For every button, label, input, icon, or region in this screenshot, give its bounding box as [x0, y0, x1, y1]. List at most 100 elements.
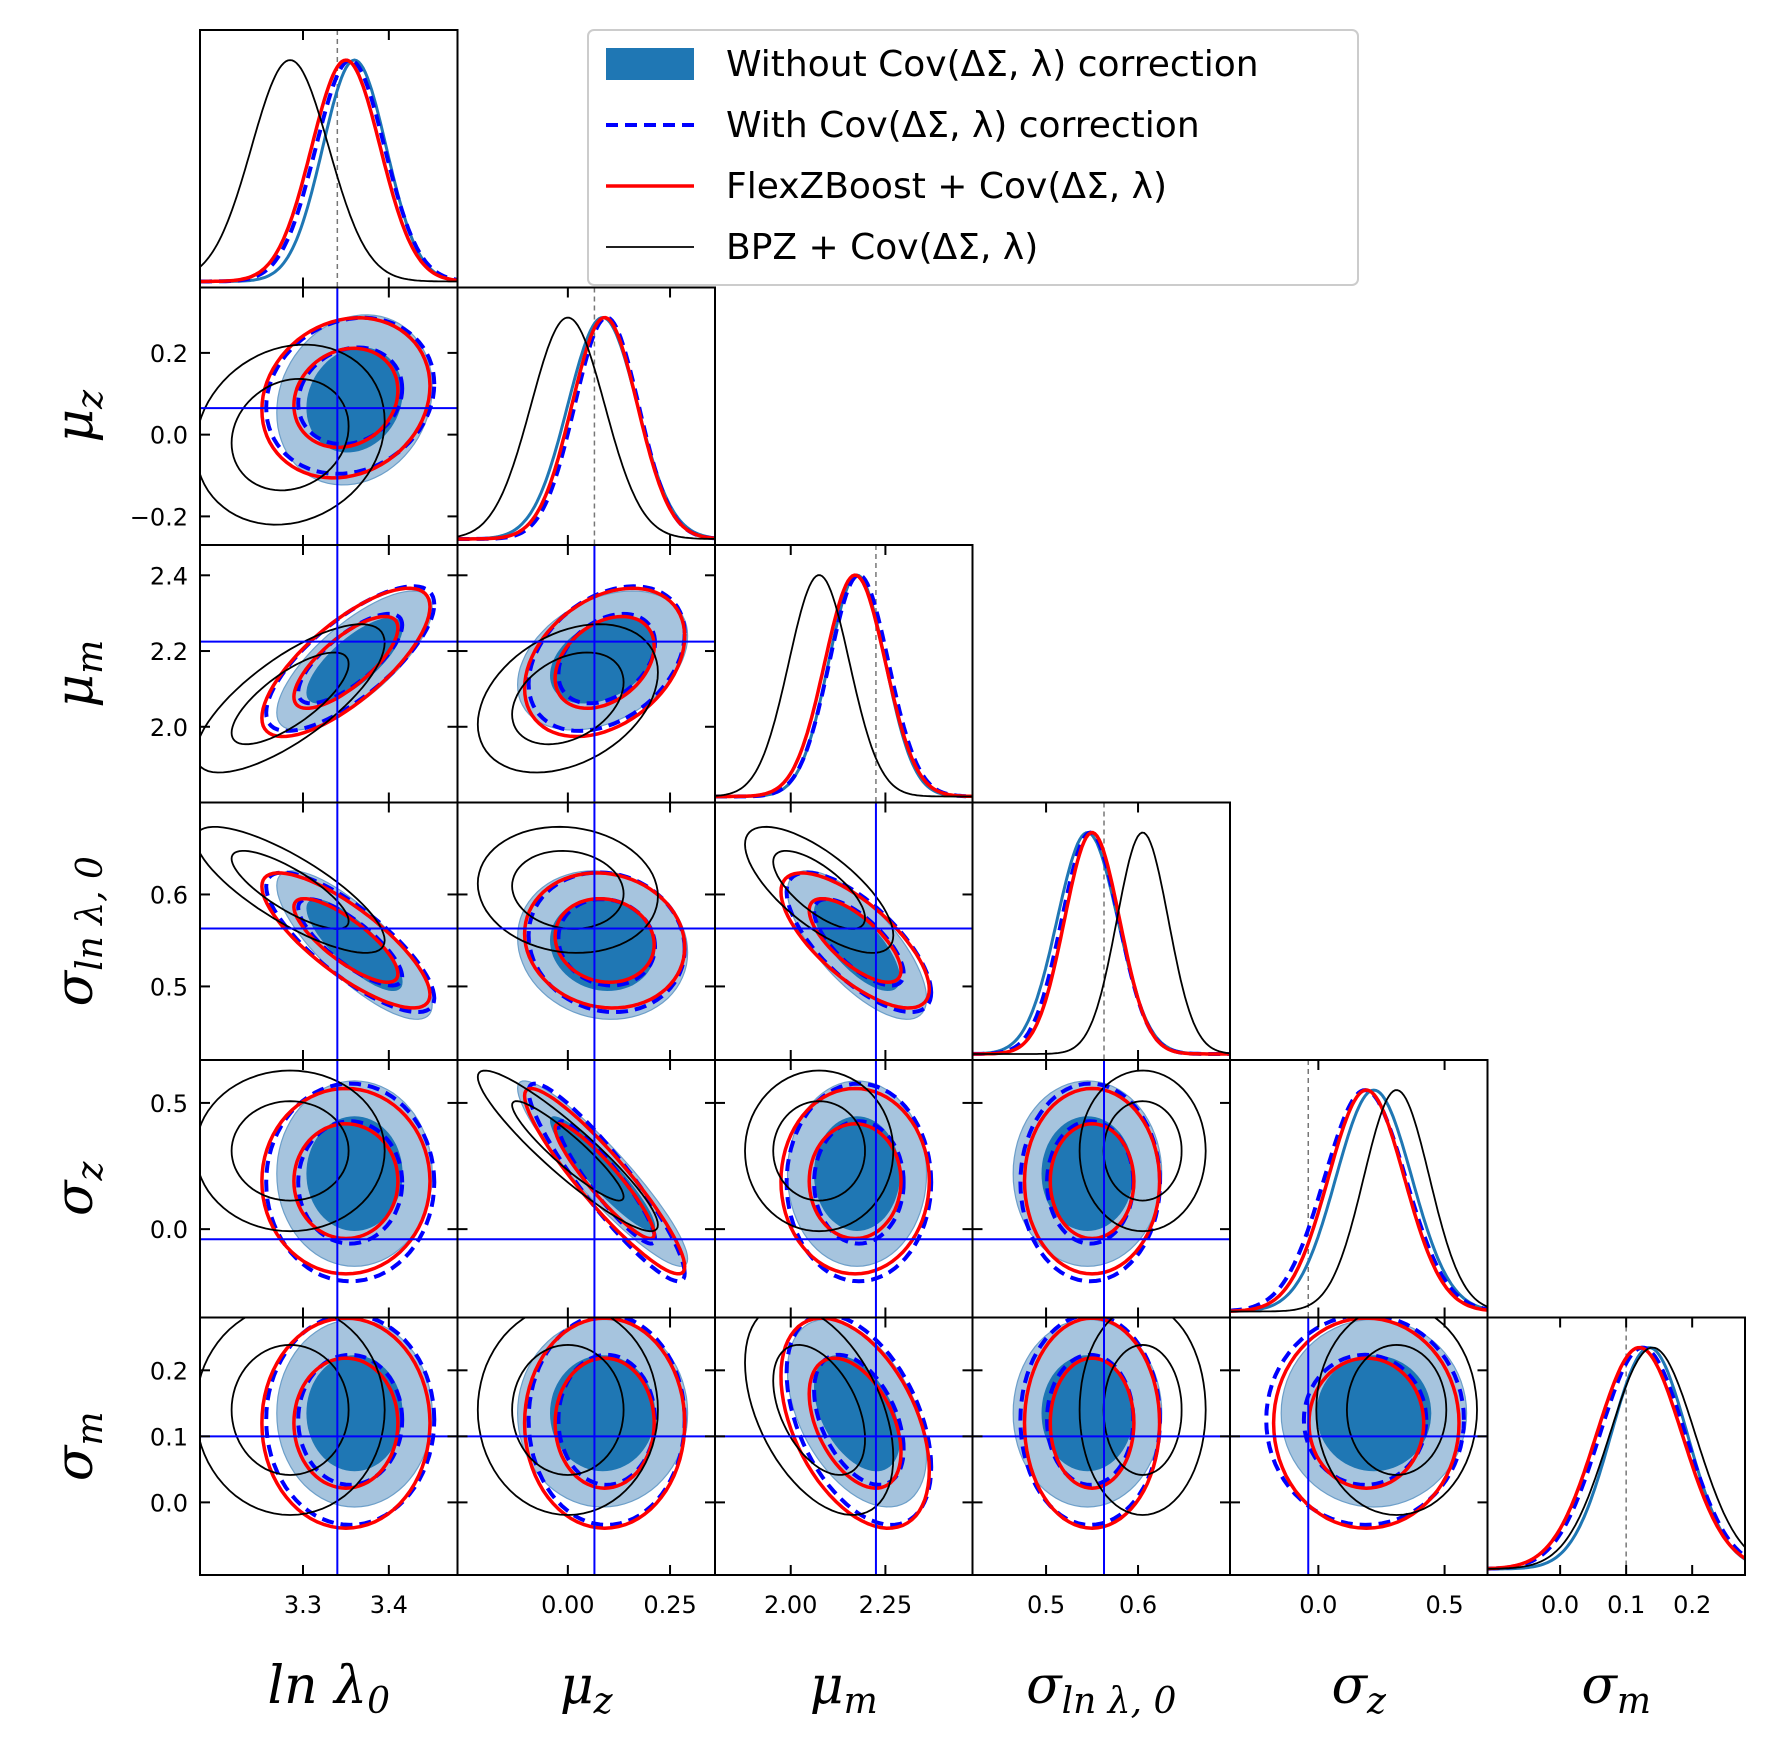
- panel-frame: [1486, 1316, 1746, 1576]
- y-axis-title-mum: μm: [45, 640, 111, 708]
- y-tick-label: 0.0: [150, 422, 188, 450]
- panel-mum-sigz: [714, 1059, 974, 1319]
- legend-box: [587, 29, 1359, 286]
- contour95-sig-sigz-series-2: [1022, 1086, 1162, 1276]
- contour68-sigz-sigm-series-3: [1345, 1343, 1448, 1476]
- marginal-lnlam-series-2: [200, 58, 458, 284]
- contour68-lnlam-sig-series-0: [306, 899, 403, 991]
- panel-mum-sigm: [714, 1316, 974, 1576]
- y-tick-label: 0.2: [150, 340, 188, 368]
- y-tick-label: 0.5: [150, 1090, 188, 1118]
- contour68-mum-sigm-series-1: [812, 1352, 906, 1487]
- contour95-sigz-sigm-series-3: [1315, 1317, 1478, 1516]
- contour95-mum-sigz-series-3: [744, 1069, 895, 1233]
- panel-sig-sig: [971, 801, 1231, 1061]
- contour68-mum-sigm-series-2: [807, 1356, 903, 1490]
- contour95-mum-sigz-series-2: [779, 1086, 932, 1276]
- contour68-lnlam-sigm-series-2: [292, 1356, 400, 1490]
- contour68-muz-sigm-series-0: [550, 1355, 656, 1472]
- contour68-muz-mum-series-0: [550, 617, 656, 704]
- contour68-muz-sigz-series-2: [553, 1122, 656, 1241]
- contour95-muz-sigm-series-2: [522, 1317, 687, 1530]
- contour68-mum-sig-series-3: [772, 850, 866, 930]
- contour68-lnlam-sig-series-2: [292, 896, 400, 984]
- contour68-muz-sigz-series-1: [556, 1119, 658, 1246]
- legend-swatch: [606, 48, 694, 80]
- legend-label: BPZ + Cov(ΔΣ, λ): [726, 227, 1038, 268]
- panel-sigm-sigm: [1486, 1316, 1746, 1576]
- contour68-mum-sigz-series-0: [814, 1116, 900, 1231]
- contour95-sig-sigz-series-3: [1078, 1069, 1207, 1233]
- contour95-lnlam-sigz-series-1: [264, 1081, 437, 1284]
- x-axis-title-sig: σln λ, 0: [1026, 1656, 1176, 1722]
- legend-entry-3: BPZ + Cov(ΔΣ, λ): [606, 227, 1038, 268]
- contour95-mum-sig-series-3: [744, 825, 895, 954]
- contour95-sig-sigm-series-2: [1022, 1317, 1162, 1530]
- x-axis-title-lnlam: ln λ0: [267, 1656, 390, 1722]
- contour68-sig-sigz-series-2: [1048, 1122, 1136, 1241]
- contour68-sigz-sigm-series-1: [1301, 1352, 1429, 1487]
- x-tick-label: 0.6: [1119, 1591, 1157, 1619]
- contour95-lnlam-sigm-series-1: [264, 1317, 437, 1527]
- y-tick-label: 0.6: [150, 881, 188, 909]
- panel-sig-sigz: [971, 1059, 1231, 1319]
- marginal-sig-series-2: [972, 830, 1230, 1056]
- contour68-lnlam-sigz-series-1: [296, 1119, 405, 1246]
- panel-muz-sig: [456, 801, 716, 1061]
- contour68-lnlam-sigz-series-0: [306, 1116, 403, 1231]
- contour95-lnlam-sig-series-2: [260, 871, 432, 1010]
- x-tick-label: 3.4: [370, 1591, 408, 1619]
- contour95-mum-sigm-series-2: [779, 1317, 932, 1530]
- contour95-lnlam-sig-series-1: [264, 870, 437, 1014]
- panel-lnlam-sigm: [199, 1316, 459, 1576]
- marginal-lnlam-series-1: [200, 58, 458, 284]
- y-axis-title-sig: σln λ, 0: [45, 856, 111, 1006]
- x-axis-title-sigz: σz: [1332, 1656, 1388, 1722]
- contour68-sig-sigz-series-0: [1041, 1116, 1134, 1231]
- panel-muz-muz: [456, 286, 716, 546]
- marginal-sigz-series-2: [1230, 1088, 1488, 1313]
- contour68-muz-mum-series-1: [556, 611, 658, 706]
- contour68-muz-mum-series-3: [511, 651, 625, 746]
- contour95-sig-sigm-series-1: [1018, 1317, 1163, 1527]
- contour68-muz-sigm-series-2: [553, 1356, 656, 1490]
- marginal-mum-series-2: [715, 573, 973, 799]
- legend-entry-2: FlexZBoost + Cov(ΔΣ, λ): [606, 166, 1167, 207]
- contour68-lnlam-sigm-series-3: [230, 1343, 350, 1476]
- y-axis-title-muz: μz: [45, 389, 111, 443]
- contour95-muz-mum-series-2: [522, 586, 687, 739]
- x-tick-label: 0.00: [541, 1591, 594, 1619]
- legend-entry-0: Without Cov(ΔΣ, λ) correction: [606, 44, 1259, 85]
- panel-mum-sig: [714, 801, 974, 1061]
- panel-lnlam-mum: [199, 544, 459, 804]
- contour68-lnlam-sigz-series-2: [292, 1122, 400, 1241]
- contour68-mum-sigz-series-2: [807, 1122, 903, 1241]
- contour68-lnlam-sigz-series-3: [230, 1100, 350, 1202]
- contour95-muz-sigz-series-2: [522, 1086, 687, 1276]
- contour95-muz-mum-series-3: [476, 623, 659, 774]
- x-tick-label: 3.3: [284, 1591, 322, 1619]
- labels-layer: 3.3 3.4 0.00 0.25 2.00 2.25 0.5 0.6 0.0 0.5 0.0 0.1…: [45, 340, 1711, 1722]
- contour95-lnlam-sigm-series-2: [260, 1317, 432, 1530]
- contour95-sigz-sigm-series-2: [1271, 1317, 1461, 1530]
- contour95-sig-sigz-series-1: [1018, 1081, 1163, 1284]
- marginal-sig-series-3: [972, 831, 1230, 1055]
- marginal-lnlam-series-3: [200, 59, 458, 283]
- x-tick-label: 0.0: [1541, 1591, 1579, 1619]
- marginal-sigm-series-2: [1487, 1345, 1745, 1571]
- legend: Without Cov(ΔΣ, λ) correction With Cov(ΔΣ…: [587, 29, 1359, 286]
- x-tick-label: 2.25: [859, 1591, 912, 1619]
- x-tick-label: 2.00: [764, 1591, 817, 1619]
- contour68-muz-sig-series-3: [511, 849, 625, 930]
- contour95-lnlam-sigz-series-2: [260, 1086, 432, 1276]
- y-tick-label: 0.5: [150, 973, 188, 1001]
- marginal-muz-series-2: [457, 315, 715, 541]
- y-tick-label: 2.0: [150, 714, 188, 742]
- contour68-mum-sig-series-0: [814, 899, 900, 991]
- x-tick-label: 0.5: [1425, 1591, 1463, 1619]
- panel-lnlam-muz: [199, 286, 459, 546]
- x-axis-title-mum: μm: [810, 1656, 878, 1722]
- contour95-muz-mum-series-1: [526, 584, 687, 733]
- y-tick-label: 0.0: [150, 1216, 188, 1244]
